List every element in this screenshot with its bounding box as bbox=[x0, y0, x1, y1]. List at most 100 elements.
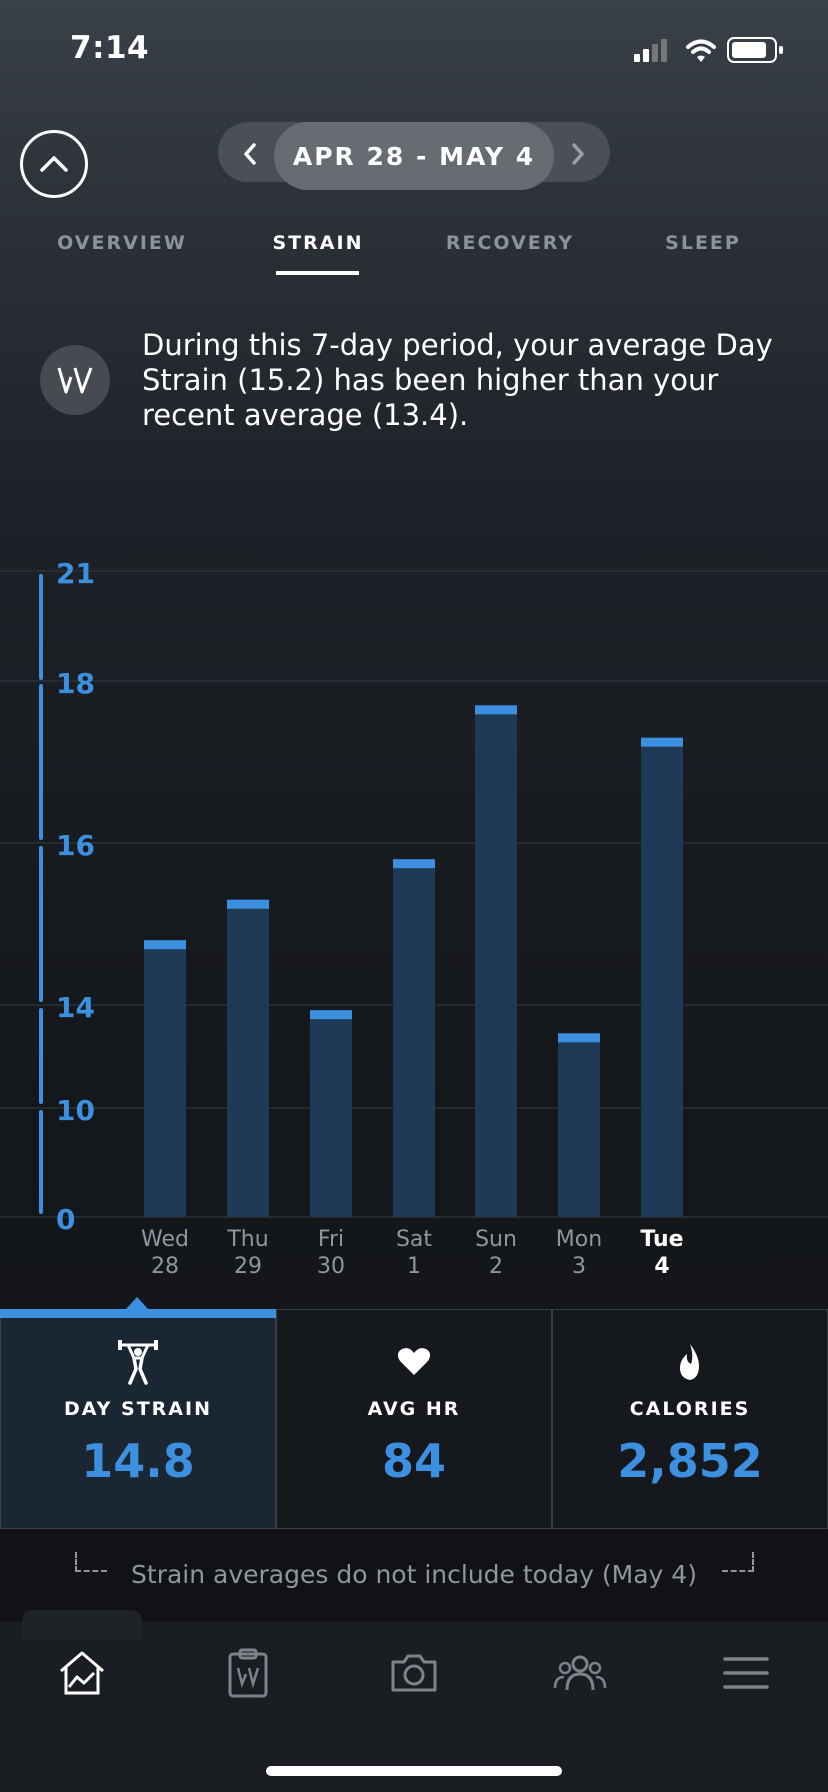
bar-cap bbox=[641, 737, 683, 747]
previous-week-button[interactable] bbox=[232, 134, 268, 174]
dashed-bracket-right bbox=[722, 1552, 754, 1572]
bar bbox=[475, 705, 517, 1217]
day-number: 2 bbox=[489, 1254, 503, 1279]
dashed-bracket-left bbox=[75, 1552, 107, 1572]
day-name: Mon bbox=[555, 1227, 603, 1252]
wifi-icon bbox=[686, 39, 716, 62]
status-time: 7:14 bbox=[70, 30, 150, 66]
chevron-up-icon bbox=[40, 156, 68, 172]
x-tick-label[interactable]: Sun 2 bbox=[456, 1226, 536, 1280]
home-indicator bbox=[266, 1766, 562, 1776]
bar bbox=[227, 899, 269, 1217]
tab-overview[interactable]: OVERVIEW bbox=[57, 232, 187, 254]
nav-journal[interactable] bbox=[208, 1638, 288, 1708]
stat-value: 14.8 bbox=[81, 1434, 195, 1488]
y-tick-label: 14 bbox=[56, 991, 95, 1024]
nav-community[interactable] bbox=[540, 1638, 620, 1708]
day-number: 30 bbox=[317, 1254, 345, 1279]
bar bbox=[641, 737, 683, 1217]
bar-cap bbox=[144, 940, 186, 950]
active-nav-background bbox=[22, 1610, 142, 1640]
x-tick-label[interactable]: Thu 29 bbox=[208, 1226, 288, 1280]
x-tick-label[interactable]: Sat 1 bbox=[374, 1226, 454, 1280]
x-tick-label[interactable]: Fri 30 bbox=[291, 1226, 371, 1280]
tab-recovery[interactable]: RECOVERY bbox=[445, 232, 575, 254]
tab-strain[interactable]: STRAIN bbox=[272, 232, 364, 254]
stat-label: AVG HR bbox=[367, 1398, 461, 1420]
strain-insight-text: During this 7-day period, your average D… bbox=[142, 328, 773, 432]
bottom-tab-bar bbox=[0, 1622, 828, 1792]
stat-label: CALORIES bbox=[629, 1398, 751, 1420]
bar-thu bbox=[227, 899, 269, 1217]
y-tick-label: 18 bbox=[56, 667, 95, 700]
whoop-logo-icon bbox=[40, 345, 110, 415]
day-name: Fri bbox=[317, 1227, 345, 1252]
nav-menu[interactable] bbox=[706, 1638, 786, 1708]
stat-label: DAY STRAIN bbox=[64, 1398, 212, 1420]
bar bbox=[310, 1010, 352, 1217]
people-icon bbox=[553, 1655, 607, 1691]
signal-icon bbox=[634, 39, 667, 62]
stat-day-strain[interactable]: DAY STRAIN 14.8 bbox=[0, 1309, 276, 1529]
tab-sleep[interactable]: SLEEP bbox=[665, 232, 741, 254]
day-number: 1 bbox=[407, 1254, 421, 1279]
day-number: 28 bbox=[151, 1254, 179, 1279]
day-number: 3 bbox=[572, 1254, 586, 1279]
day-number: 29 bbox=[234, 1254, 262, 1279]
weightlifter-icon bbox=[114, 1338, 162, 1386]
day-number: 4 bbox=[654, 1254, 670, 1279]
day-name: Tue bbox=[640, 1227, 684, 1252]
strain-footnote: Strain averages do not include today (Ma… bbox=[131, 1560, 697, 1589]
day-name: Sun bbox=[475, 1227, 517, 1252]
bar-cap bbox=[227, 899, 269, 909]
status-icons bbox=[634, 37, 783, 63]
bar-sat bbox=[393, 859, 435, 1217]
flame-icon bbox=[675, 1338, 705, 1386]
strain-chart: 21 18 16 14 10 0 bbox=[0, 560, 828, 1236]
date-range-label[interactable]: APR 28 - MAY 4 bbox=[274, 122, 554, 190]
bar-mon bbox=[558, 1033, 600, 1217]
clipboard-icon bbox=[228, 1648, 268, 1698]
x-tick-label[interactable]: Wed 28 bbox=[125, 1226, 205, 1280]
bar bbox=[144, 940, 186, 1217]
selected-day-caret bbox=[126, 1297, 148, 1309]
active-stat-indicator bbox=[0, 1309, 276, 1318]
day-name: Sat bbox=[395, 1227, 433, 1252]
bar-cap bbox=[393, 859, 435, 869]
y-tick-label: 0 bbox=[56, 1203, 75, 1236]
heart-icon bbox=[397, 1338, 431, 1386]
y-tick-label: 21 bbox=[56, 560, 95, 590]
home-chart-icon bbox=[60, 1651, 104, 1695]
bar-cap bbox=[475, 705, 517, 715]
chevron-left-icon bbox=[244, 143, 256, 165]
camera-icon bbox=[391, 1654, 437, 1692]
y-tick-label: 10 bbox=[56, 1094, 95, 1127]
nav-camera[interactable] bbox=[374, 1638, 454, 1708]
active-tab-indicator bbox=[276, 271, 359, 275]
battery-icon bbox=[727, 37, 783, 63]
stat-avg-hr[interactable]: AVG HR 84 bbox=[276, 1309, 552, 1529]
bar-sun bbox=[475, 705, 517, 1217]
stats-row: DAY STRAIN 14.8 AVG HR 84 CALORIES 2,852 bbox=[0, 1309, 828, 1529]
menu-icon bbox=[723, 1657, 769, 1689]
day-name: Thu bbox=[227, 1227, 269, 1252]
bar bbox=[393, 859, 435, 1217]
y-tick-label: 16 bbox=[56, 829, 95, 862]
bar-tue bbox=[641, 737, 683, 1217]
next-week-button[interactable] bbox=[560, 134, 596, 174]
bar-cap bbox=[558, 1033, 600, 1043]
footnote-area bbox=[0, 1530, 828, 1622]
bar bbox=[558, 1033, 600, 1217]
x-tick-label[interactable]: Mon 3 bbox=[539, 1226, 619, 1280]
stat-value: 2,852 bbox=[617, 1434, 763, 1488]
chevron-right-icon bbox=[572, 143, 584, 165]
nav-home[interactable] bbox=[42, 1638, 122, 1708]
stat-calories[interactable]: CALORIES 2,852 bbox=[552, 1309, 828, 1529]
x-tick-label[interactable]: Tue 4 bbox=[622, 1226, 702, 1280]
stat-value: 84 bbox=[381, 1434, 446, 1488]
day-name: Wed bbox=[141, 1227, 189, 1252]
collapse-button[interactable] bbox=[20, 130, 88, 198]
bar-wed bbox=[144, 940, 186, 1217]
bar-fri bbox=[310, 1010, 352, 1217]
bar-cap bbox=[310, 1010, 352, 1020]
